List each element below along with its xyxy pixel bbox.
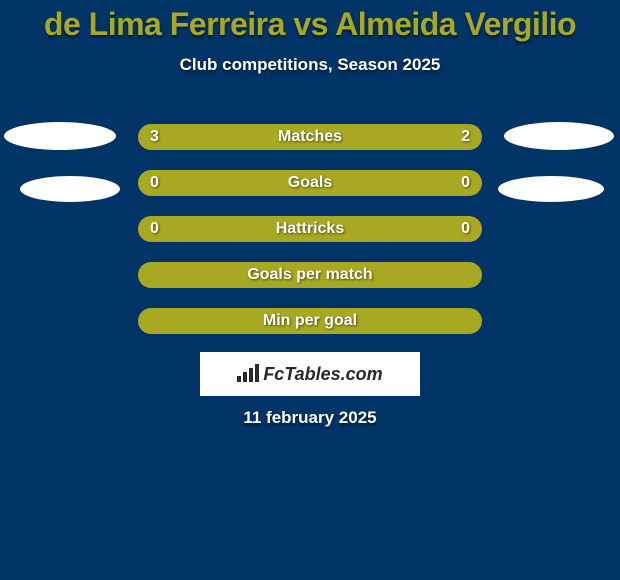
stat-value-right: 0 xyxy=(461,170,470,196)
player-right-avatar-bottom xyxy=(498,176,604,202)
stat-bar-min-per-goal: Min per goal xyxy=(138,308,482,334)
stat-label: Hattricks xyxy=(276,216,344,242)
comparison-infographic: de Lima Ferreira vs Almeida Vergilio Clu… xyxy=(0,0,620,580)
player-left-avatar-top xyxy=(4,122,116,150)
stat-value-right: 2 xyxy=(461,124,470,150)
player-right-avatar-top xyxy=(504,122,614,150)
stat-bar-goals-per-match: Goals per match xyxy=(138,262,482,288)
stat-bar-matches: 3 Matches 2 xyxy=(138,124,482,150)
page-subtitle: Club competitions, Season 2025 xyxy=(0,55,620,75)
brand-text: FcTables.com xyxy=(263,364,382,384)
brand-attribution: FcTables.com xyxy=(200,352,420,396)
stat-bar-goals: 0 Goals 0 xyxy=(138,170,482,196)
stat-label: Goals xyxy=(288,170,332,196)
bar-chart-icon xyxy=(237,364,259,382)
stat-value-left: 0 xyxy=(150,216,159,242)
stat-label: Min per goal xyxy=(263,308,357,334)
stat-value-right: 0 xyxy=(461,216,470,242)
stat-bars: 3 Matches 2 0 Goals 0 0 Hattricks 0 Goal… xyxy=(138,124,482,354)
player-left-avatar-bottom xyxy=(20,176,120,202)
stat-value-left: 3 xyxy=(150,124,159,150)
stat-label: Matches xyxy=(278,124,342,150)
page-title: de Lima Ferreira vs Almeida Vergilio xyxy=(0,0,620,43)
infographic-date: 11 february 2025 xyxy=(0,408,620,428)
stat-label: Goals per match xyxy=(247,262,372,288)
stat-bar-hattricks: 0 Hattricks 0 xyxy=(138,216,482,242)
stat-value-left: 0 xyxy=(150,170,159,196)
